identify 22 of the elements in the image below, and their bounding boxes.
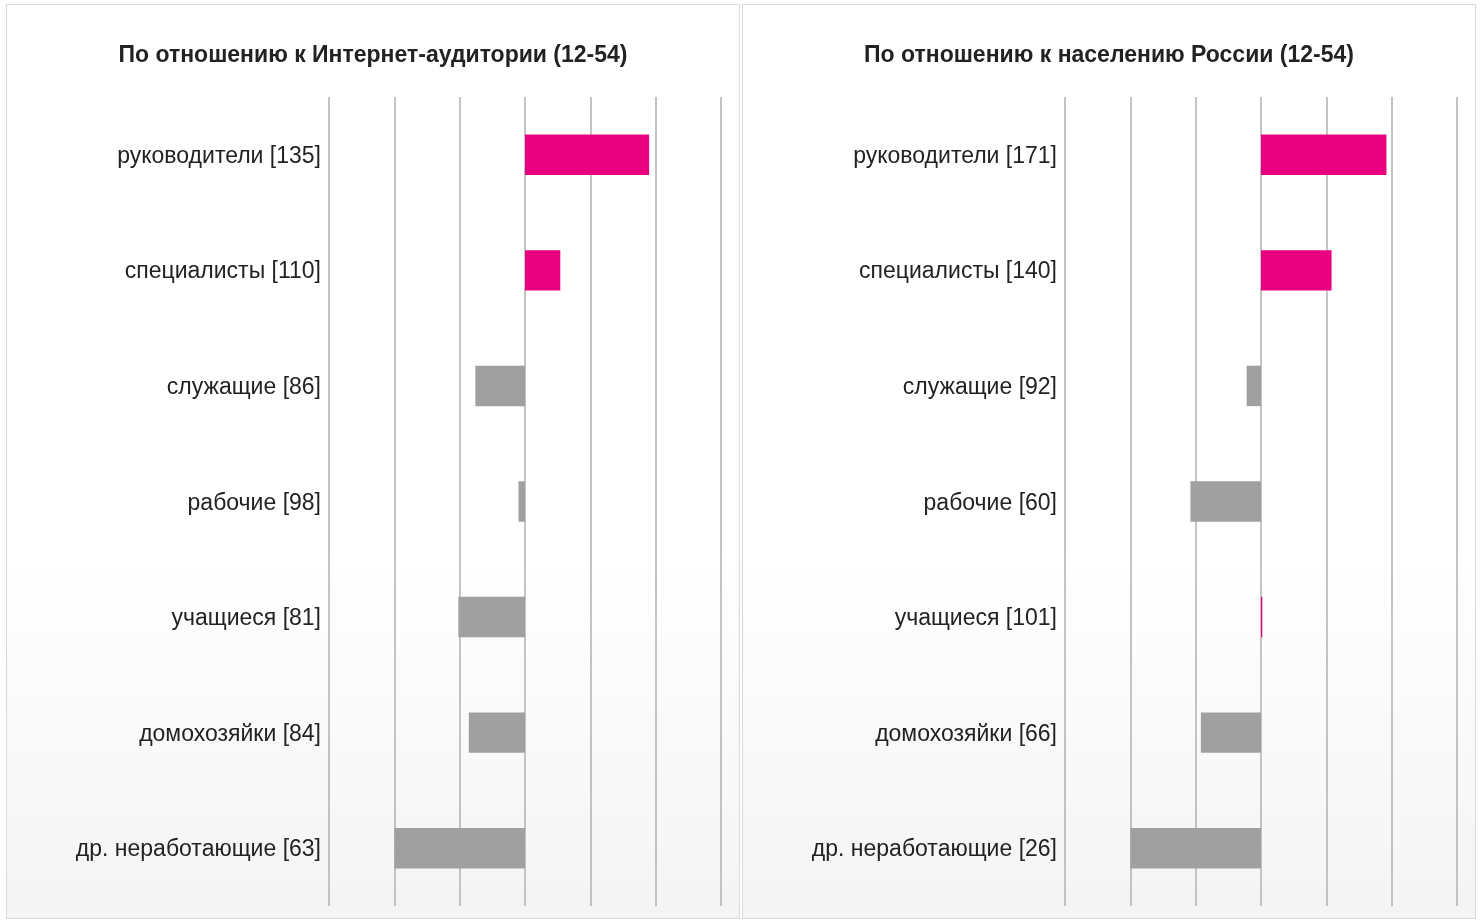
- y-tick-label: служащие [86]: [166, 372, 321, 399]
- bar: [1190, 481, 1261, 522]
- y-tick-label: учащиеся [81]: [171, 604, 321, 631]
- y-tick-label: рабочие [98]: [187, 488, 321, 515]
- y-tick-label: специалисты [140]: [859, 257, 1057, 284]
- y-tick-label: домохозяйки [84]: [139, 719, 321, 746]
- y-tick-label: специалисты [110]: [124, 257, 321, 284]
- chart-title: По отношению к населению России (12-54): [864, 40, 1354, 67]
- chart-title: По отношению к Интернет-аудитории (12-54): [118, 40, 628, 67]
- y-tick-label: руководители [171]: [853, 141, 1057, 168]
- y-tick-label: др. неработающие [26]: [811, 835, 1057, 862]
- y-tick-label: служащие [92]: [902, 372, 1057, 399]
- y-tick-label: учащиеся [101]: [894, 604, 1057, 631]
- bar: [1246, 365, 1261, 407]
- bar: [1130, 827, 1261, 869]
- y-tick-label: руководители [135]: [117, 141, 321, 168]
- y-tick-label: рабочие [60]: [923, 488, 1057, 515]
- bar: [1261, 134, 1387, 176]
- y-tick-label: домохозяйки [66]: [875, 719, 1057, 746]
- y-tick-label: др. неработающие [63]: [75, 835, 321, 862]
- bar: [1261, 250, 1332, 291]
- bar: [1200, 712, 1261, 753]
